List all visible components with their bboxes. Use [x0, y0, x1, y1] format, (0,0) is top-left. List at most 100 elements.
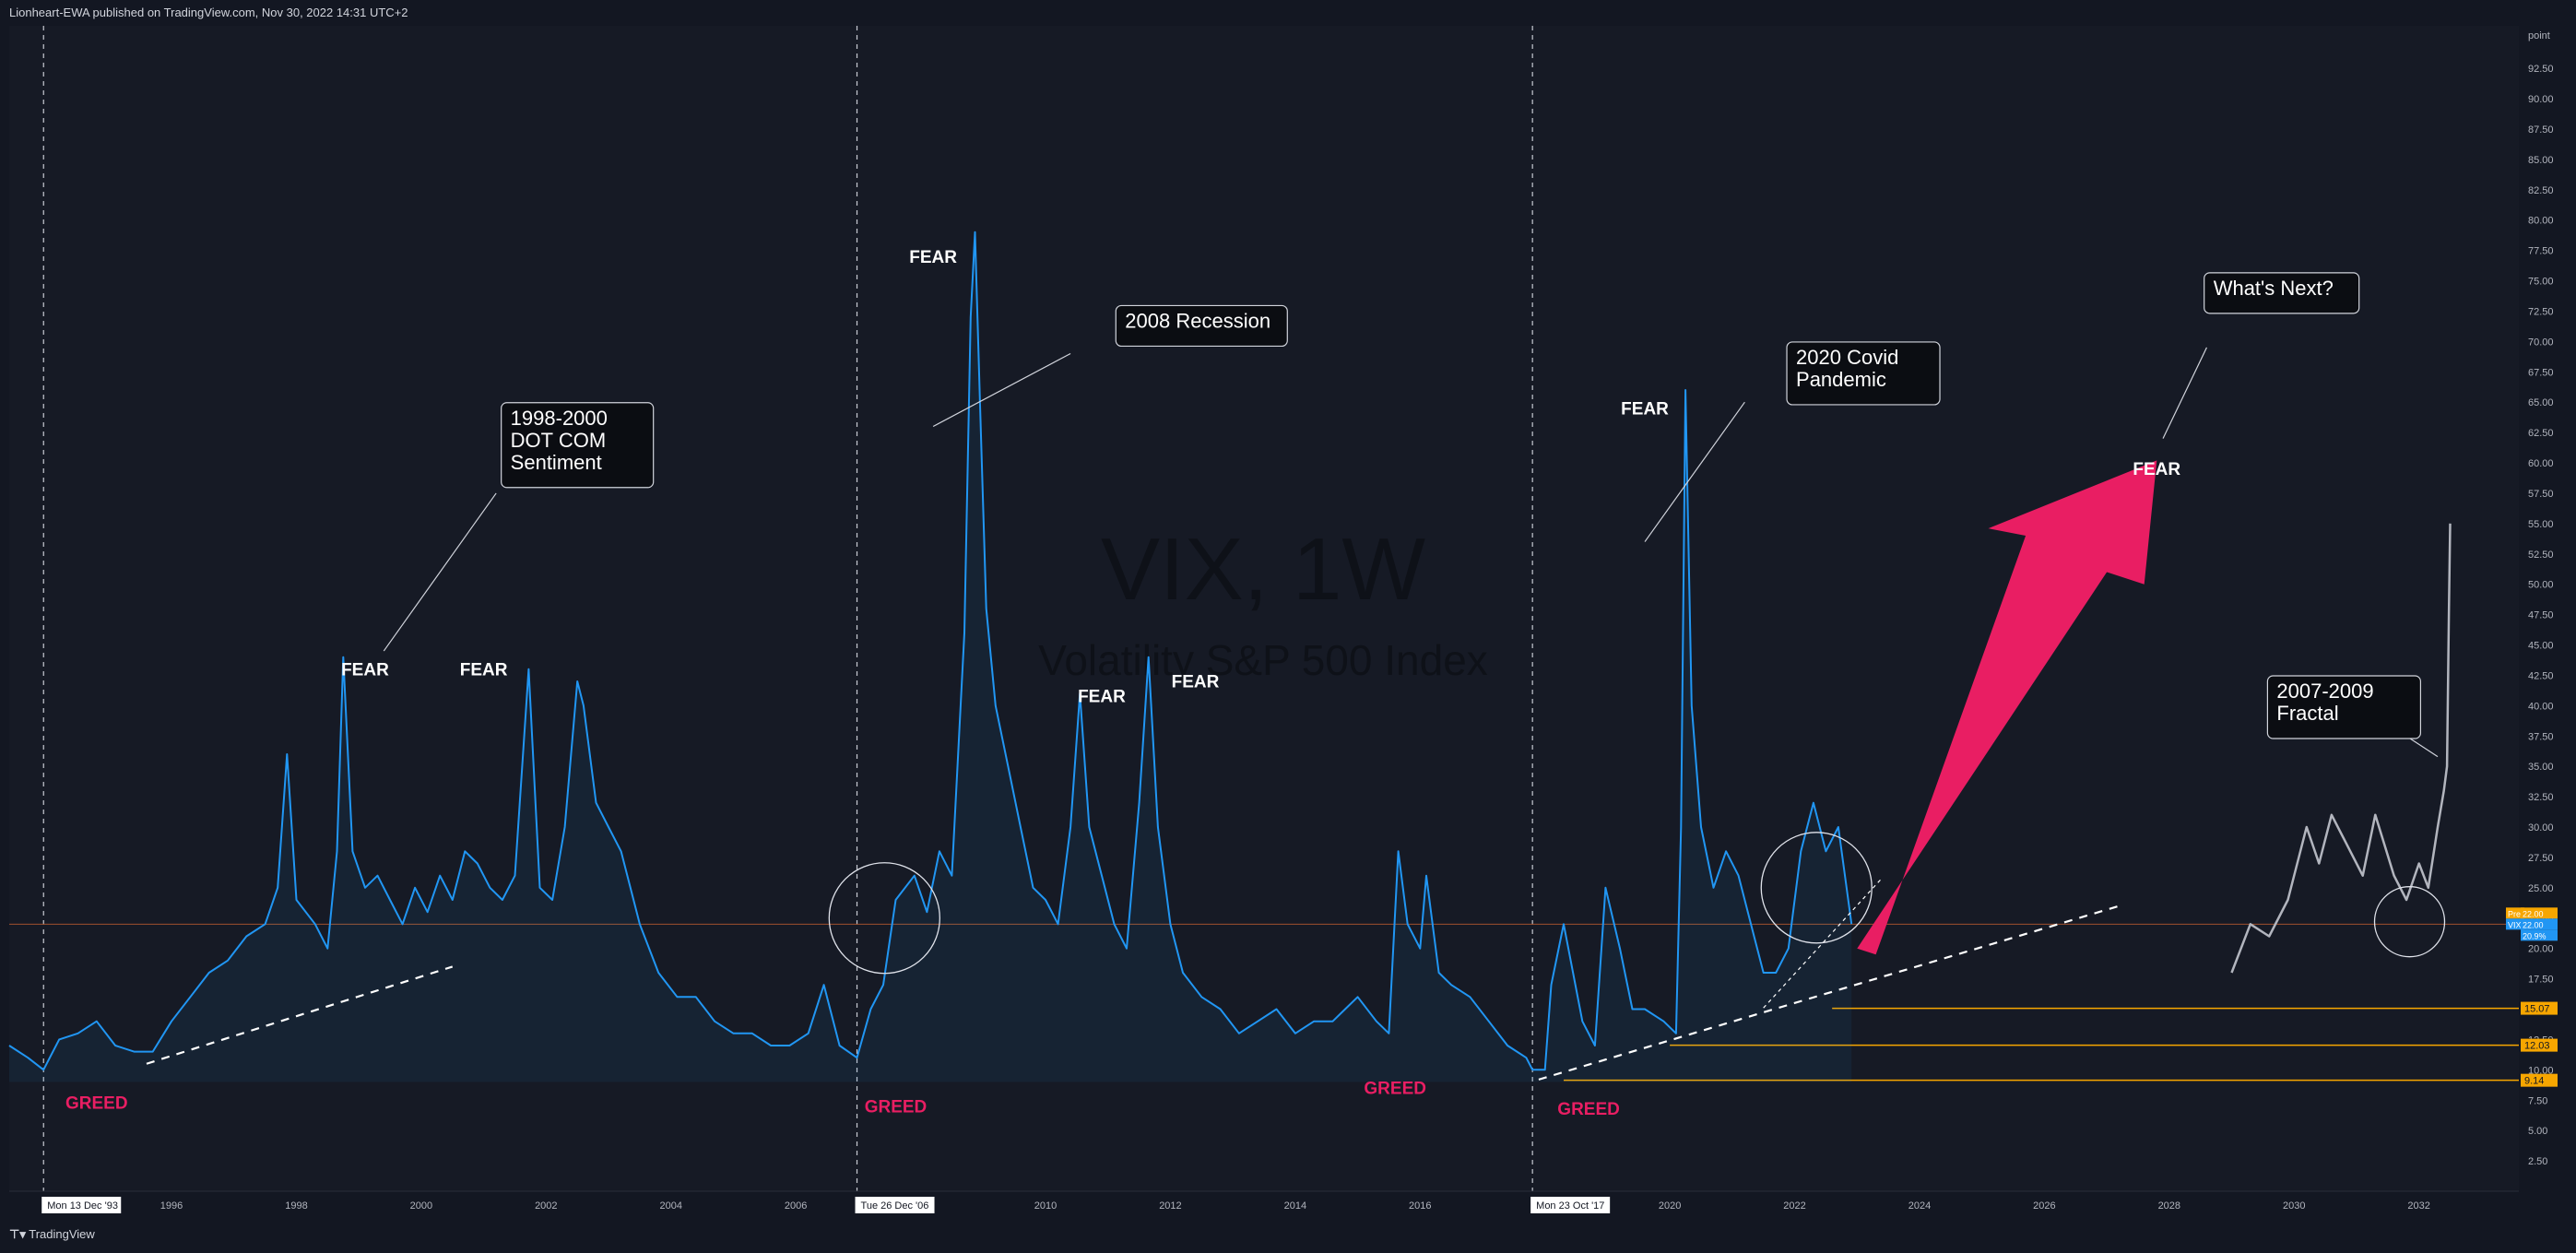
vix-chart[interactable]: VIX, 1W Volatility S&P 500 Index FEAR FEA…: [0, 0, 2576, 1215]
axis-badge-label: 20.9%: [2523, 931, 2546, 940]
publish-header: Lionheart-EWA published on TradingView.c…: [0, 0, 2576, 26]
level-badge: [2521, 1038, 2558, 1052]
callout-box: [1786, 341, 1941, 406]
y-tick-label: 32.50: [2528, 792, 2554, 803]
y-tick-label: 45.00: [2528, 641, 2554, 652]
x-tick-label: 2028: [2158, 1200, 2180, 1212]
y-tick-label: 85.00: [2528, 155, 2554, 166]
callout-text: Sentiment: [511, 451, 602, 474]
x-tick-label: 2022: [1783, 1200, 1805, 1212]
date-marker-badge: [1530, 1197, 1611, 1213]
x-tick-label: 2000: [410, 1200, 432, 1212]
y-tick-label: 62.50: [2528, 428, 2554, 439]
trend-line: [1538, 904, 2120, 1081]
tradingview-logo[interactable]: ⊤▾ TradingView: [9, 1227, 95, 1242]
x-tick-label: 2030: [2283, 1200, 2305, 1212]
callout-text: DOT COM: [511, 429, 606, 452]
x-tick-label: 2020: [1659, 1200, 1681, 1212]
y-tick-label: 55.00: [2528, 519, 2554, 530]
callout-pointer: [932, 352, 1071, 428]
level-badge-label: 15.07: [2524, 1004, 2550, 1015]
axis-badge: [2521, 918, 2558, 930]
fear-label: FEAR: [2133, 460, 2180, 479]
y-tick-label: 87.50: [2528, 124, 2554, 136]
forecast-arrow: [1857, 460, 2157, 955]
y-tick-label: 30.00: [2528, 822, 2554, 833]
axis-badge-label: Pre: [2508, 909, 2521, 918]
y-tick-label: 50.00: [2528, 580, 2554, 591]
y-tick-label: 60.00: [2528, 458, 2554, 469]
callout-text: 2008 Recession: [1125, 309, 1270, 332]
axis-badge-label: 22.00: [2523, 920, 2544, 929]
axis-badge: [2506, 907, 2524, 919]
y-tick-label: 77.50: [2528, 246, 2554, 257]
x-tick-label: 2010: [1034, 1200, 1057, 1212]
y-tick-label: 90.00: [2528, 94, 2554, 105]
x-tick-label: 2002: [535, 1200, 557, 1212]
fear-label: FEAR: [460, 660, 508, 680]
y-tick-label: 2.50: [2528, 1156, 2547, 1167]
vix-area-fill: [9, 231, 1852, 1082]
y-tick-label: 75.00: [2528, 277, 2554, 288]
callout-pointer: [383, 492, 497, 652]
chart-subtitle-watermark: Volatility S&P 500 Index: [1038, 636, 1488, 684]
callout-box: [2266, 675, 2422, 739]
callout-pointer: [2162, 347, 2207, 439]
y-tick-label: 40.00: [2528, 701, 2554, 712]
y-tick-label: 82.50: [2528, 185, 2554, 196]
date-marker-label: Tue 26 Dec '06: [861, 1200, 929, 1212]
y-tick-label: 80.00: [2528, 216, 2554, 227]
greed-label: GREED: [1364, 1080, 1426, 1099]
y-tick-label: 65.00: [2528, 397, 2554, 408]
date-marker-badge: [41, 1197, 122, 1213]
fear-label: FEAR: [341, 660, 389, 680]
y-tick-label: 25.00: [2528, 883, 2554, 894]
greed-label: GREED: [865, 1097, 928, 1117]
fear-label: FEAR: [1621, 399, 1669, 419]
x-tick-label: 2026: [2033, 1200, 2055, 1212]
y-tick-label: 35.00: [2528, 762, 2554, 773]
y-axis-unit: point: [2528, 30, 2550, 41]
fear-label: FEAR: [1078, 687, 1126, 706]
y-tick-label: 37.50: [2528, 731, 2554, 742]
chart-title-watermark: VIX, 1W: [1101, 520, 1425, 619]
axis-badge-label: 22.00: [2523, 909, 2544, 918]
plot-area: [9, 26, 2519, 1191]
y-tick-label: 42.50: [2528, 670, 2554, 681]
y-tick-label: 47.50: [2528, 610, 2554, 621]
date-marker-label: Mon 13 Dec '93: [47, 1200, 118, 1212]
x-tick-label: 2016: [1409, 1200, 1431, 1212]
callout-pointer: [1644, 401, 1745, 542]
publish-info: Lionheart-EWA published on TradingView.c…: [9, 6, 408, 19]
callout-text: Pandemic: [1796, 368, 1886, 391]
y-tick-label: 52.50: [2528, 550, 2554, 561]
y-tick-label: 57.50: [2528, 489, 2554, 500]
y-tick-label: 27.50: [2528, 853, 2554, 864]
level-badge-label: 9.14: [2524, 1076, 2544, 1087]
x-tick-label: 2012: [1159, 1200, 1181, 1212]
y-tick-label: 17.50: [2528, 975, 2554, 986]
fear-label: FEAR: [1172, 673, 1220, 692]
callout-box: [501, 402, 655, 489]
y-tick-label: 72.50: [2528, 306, 2554, 317]
y-axis-panel: [2519, 26, 2576, 1191]
y-tick-label: 5.00: [2528, 1126, 2547, 1137]
fractal-series-line: [2230, 523, 2452, 974]
greed-label: GREED: [1557, 1100, 1620, 1119]
callout-text: Fractal: [2276, 702, 2338, 725]
brand-label: TradingView: [29, 1227, 95, 1241]
callout-box: [1115, 304, 1288, 348]
highlight-circle: [1760, 832, 1873, 944]
axis-badge: [2521, 929, 2558, 941]
callout-text: 2007-2009: [2276, 680, 2373, 703]
x-tick-label: 2014: [1284, 1200, 1306, 1212]
x-tick-label: 1998: [285, 1200, 307, 1212]
date-marker-label: Mon 23 Oct '17: [1536, 1200, 1604, 1212]
y-tick-label: 92.50: [2528, 64, 2554, 75]
x-tick-label: 2024: [1908, 1200, 1931, 1212]
fear-label: FEAR: [909, 248, 957, 267]
date-marker-badge: [855, 1197, 935, 1213]
x-tick-label: 2006: [785, 1200, 807, 1212]
x-tick-label: 2004: [659, 1200, 681, 1212]
level-badge-label: 12.03: [2524, 1041, 2550, 1052]
